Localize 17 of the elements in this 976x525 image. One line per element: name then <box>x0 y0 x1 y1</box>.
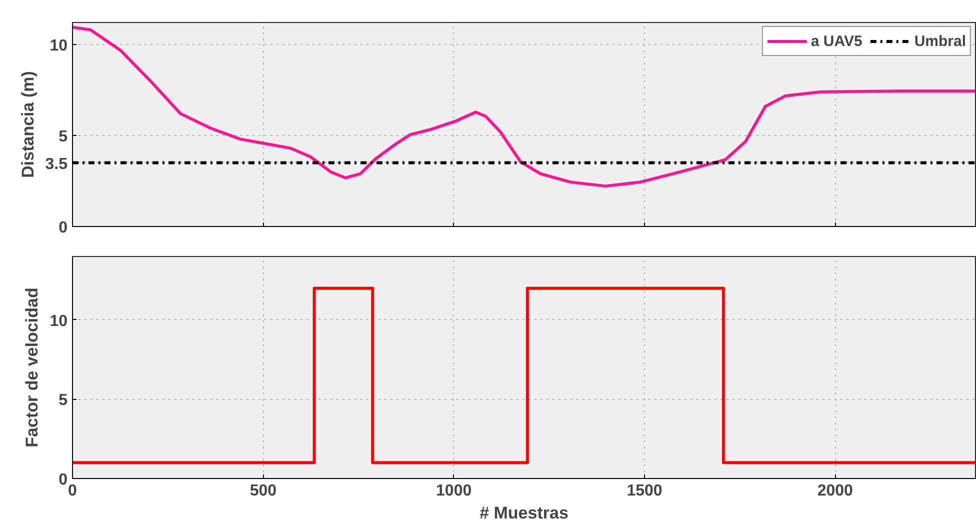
y-axis-title: Distancia (m) <box>18 71 38 178</box>
y-tick-label: 0 <box>58 472 68 488</box>
y-tick-label: 3.5 <box>45 156 68 173</box>
x-tick-label: 1500 <box>626 482 662 500</box>
y-tick-label: 5 <box>58 128 68 146</box>
legend-label: a UAV5 <box>810 32 862 50</box>
x-tick-label: 1000 <box>436 482 472 500</box>
line-series <box>72 26 976 188</box>
x-axis-title: # Muestras <box>480 504 568 522</box>
y-axis-title: Factor de velocidad <box>22 288 42 448</box>
y-tick-label: 10 <box>50 37 68 54</box>
x-tick-label: 2000 <box>817 482 854 500</box>
legend-label: Umbral <box>914 32 966 50</box>
y-tick-label: 5 <box>58 392 68 410</box>
y-tick-label: 10 <box>50 312 68 330</box>
y-tick-label: 0 <box>58 220 68 236</box>
x-tick-label: 500 <box>250 482 277 500</box>
